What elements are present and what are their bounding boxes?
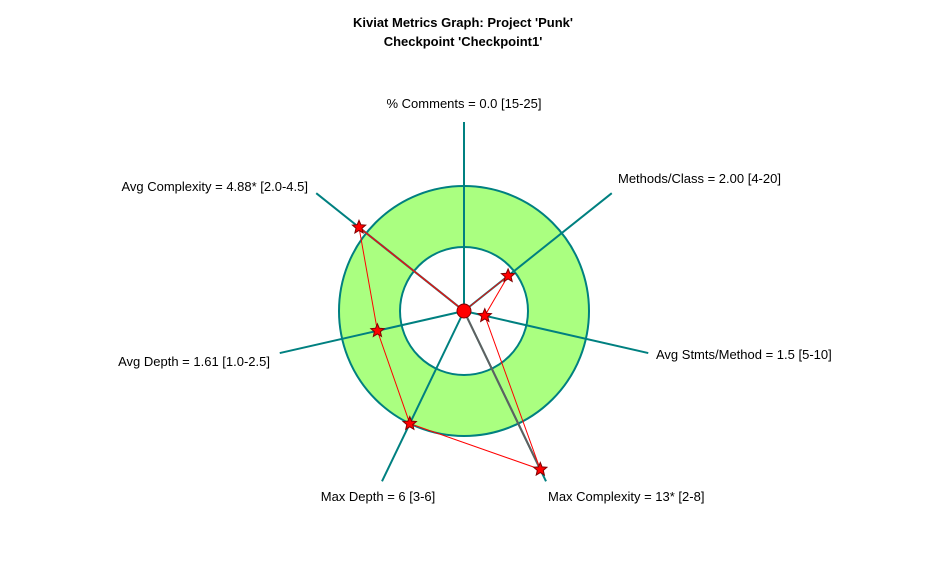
axis-label: Methods/Class = 2.00 [4-20] [618,171,781,186]
data-point-marker [476,307,493,323]
chart-subtitle: Checkpoint 'Checkpoint1' [384,34,543,49]
data-point-marker [500,267,516,283]
acceptable-range-band [339,186,589,436]
axis-label: Avg Stmts/Method = 1.5 [5-10] [656,347,832,362]
data-point-marker [369,322,386,338]
data-point-marker [351,219,367,234]
metric-polygon [358,226,542,471]
axis-line [279,310,465,355]
data-point-marker [532,461,549,477]
axis-line [381,310,465,482]
data-point-marker [456,303,472,319]
axis-label: Max Depth = 6 [3-6] [321,489,436,504]
axis-line [463,310,649,355]
axis-label: Avg Depth = 1.61 [1.0-2.5] [118,354,270,369]
axis-label: Avg Complexity = 4.88* [2.0-4.5] [121,179,308,194]
overflow-indicator-line [463,310,542,470]
axis-label: Max Complexity = 13* [2-8] [548,489,704,504]
axis-label: % Comments = 0.0 [15-25] [387,96,542,111]
plot-area: % Comments = 0.0 [15-25] Methods/Class = … [118,96,832,504]
data-point-marker [401,415,418,431]
chart-title: Kiviat Metrics Graph: Project 'Punk' [353,15,573,30]
